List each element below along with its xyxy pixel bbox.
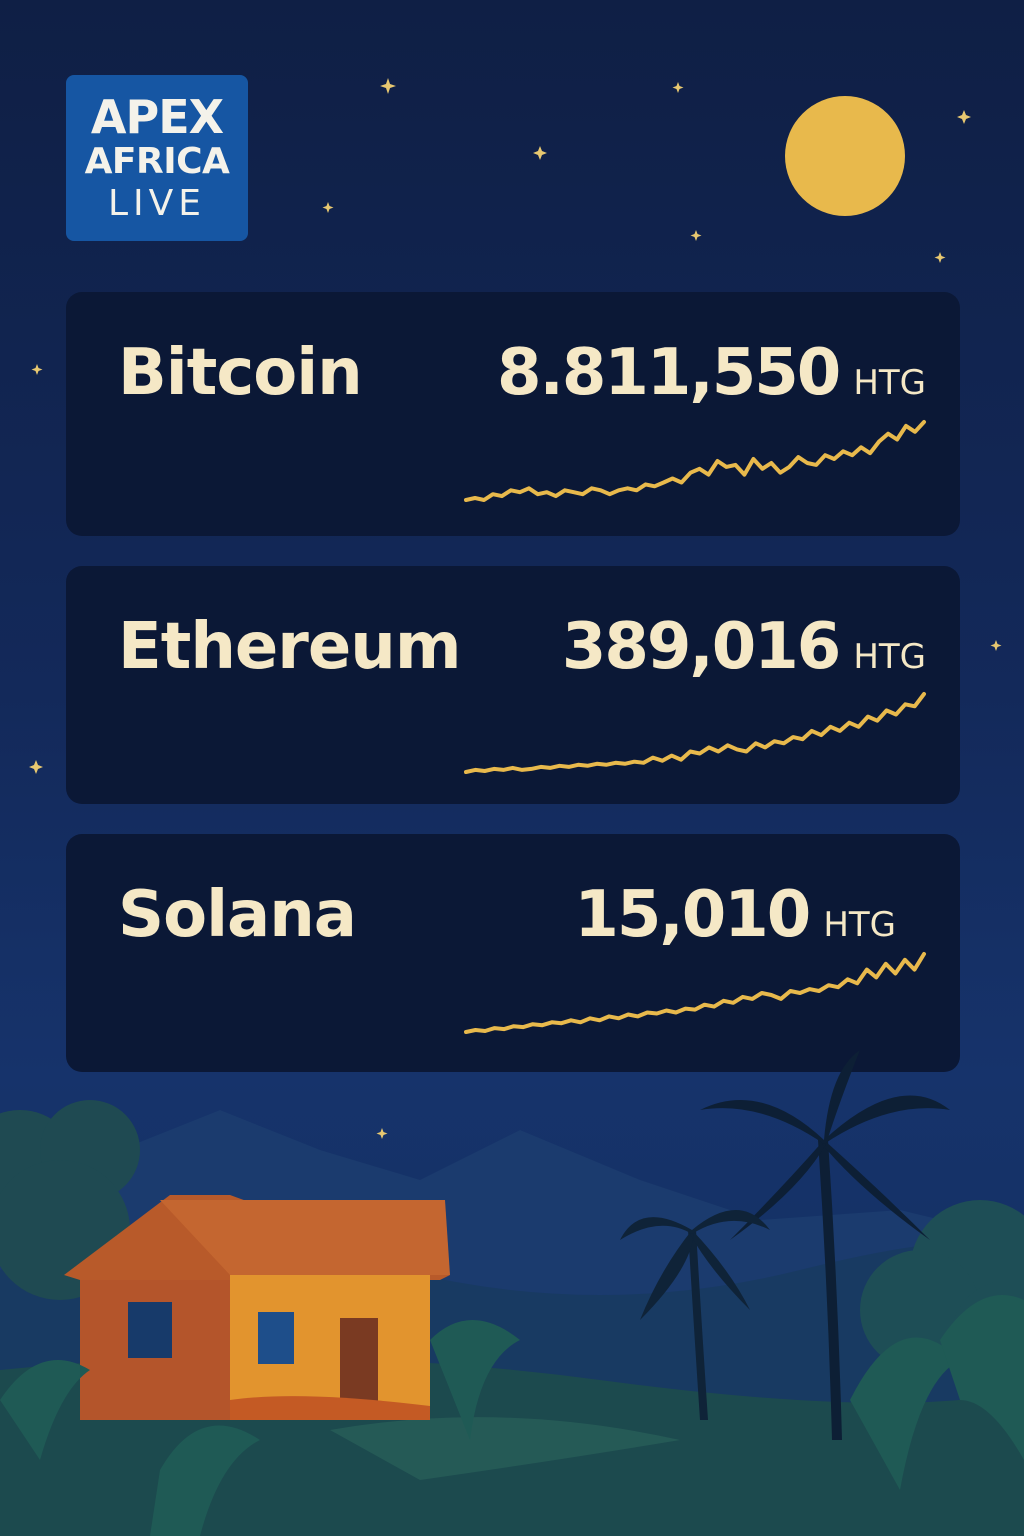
ticker-price: 389,016 HTG bbox=[562, 610, 926, 684]
brand-logo: APEX AFRICA LIVE bbox=[66, 75, 248, 241]
ticker-currency: HTG bbox=[823, 905, 896, 945]
path bbox=[330, 1417, 680, 1480]
brand-line-3: LIVE bbox=[107, 183, 207, 224]
ticker-price-value: 15,010 bbox=[574, 878, 811, 952]
ticker-card-solana[interactable]: Solana 15,010 HTG bbox=[66, 834, 960, 1072]
sparkline-solana bbox=[464, 952, 926, 1034]
palm-tree-short bbox=[620, 1210, 770, 1420]
brand-line-2: AFRICA bbox=[84, 141, 230, 182]
sparkline-bitcoin bbox=[464, 420, 926, 502]
brand-line-1: APEX bbox=[90, 90, 224, 144]
sparkline-line bbox=[464, 952, 926, 1034]
ticker-price-value: 8.811,550 bbox=[496, 336, 841, 410]
ticker-card-bitcoin[interactable]: Bitcoin 8.811,550 HTG bbox=[66, 292, 960, 536]
ticker-name: Bitcoin bbox=[118, 336, 363, 410]
sparkline-line bbox=[464, 692, 926, 774]
moon bbox=[785, 96, 905, 216]
palm-tree-tall bbox=[700, 1050, 950, 1440]
ticker-card-ethereum[interactable]: Ethereum 389,016 HTG bbox=[66, 566, 960, 804]
ticker-price: 15,010 HTG bbox=[574, 878, 896, 952]
ticker-name: Ethereum bbox=[118, 610, 461, 684]
ticker-name: Solana bbox=[118, 878, 357, 952]
ticker-price: 8.811,550 HTG bbox=[497, 336, 926, 410]
village-landscape bbox=[0, 1050, 1024, 1536]
sparkline-ethereum bbox=[464, 692, 926, 774]
ticker-price-value: 389,016 bbox=[561, 610, 841, 684]
sparkline-line bbox=[464, 420, 926, 502]
house bbox=[64, 1195, 450, 1420]
foreground-plants bbox=[0, 1295, 1024, 1536]
ticker-currency: HTG bbox=[853, 637, 926, 677]
ticker-currency: HTG bbox=[853, 363, 926, 403]
